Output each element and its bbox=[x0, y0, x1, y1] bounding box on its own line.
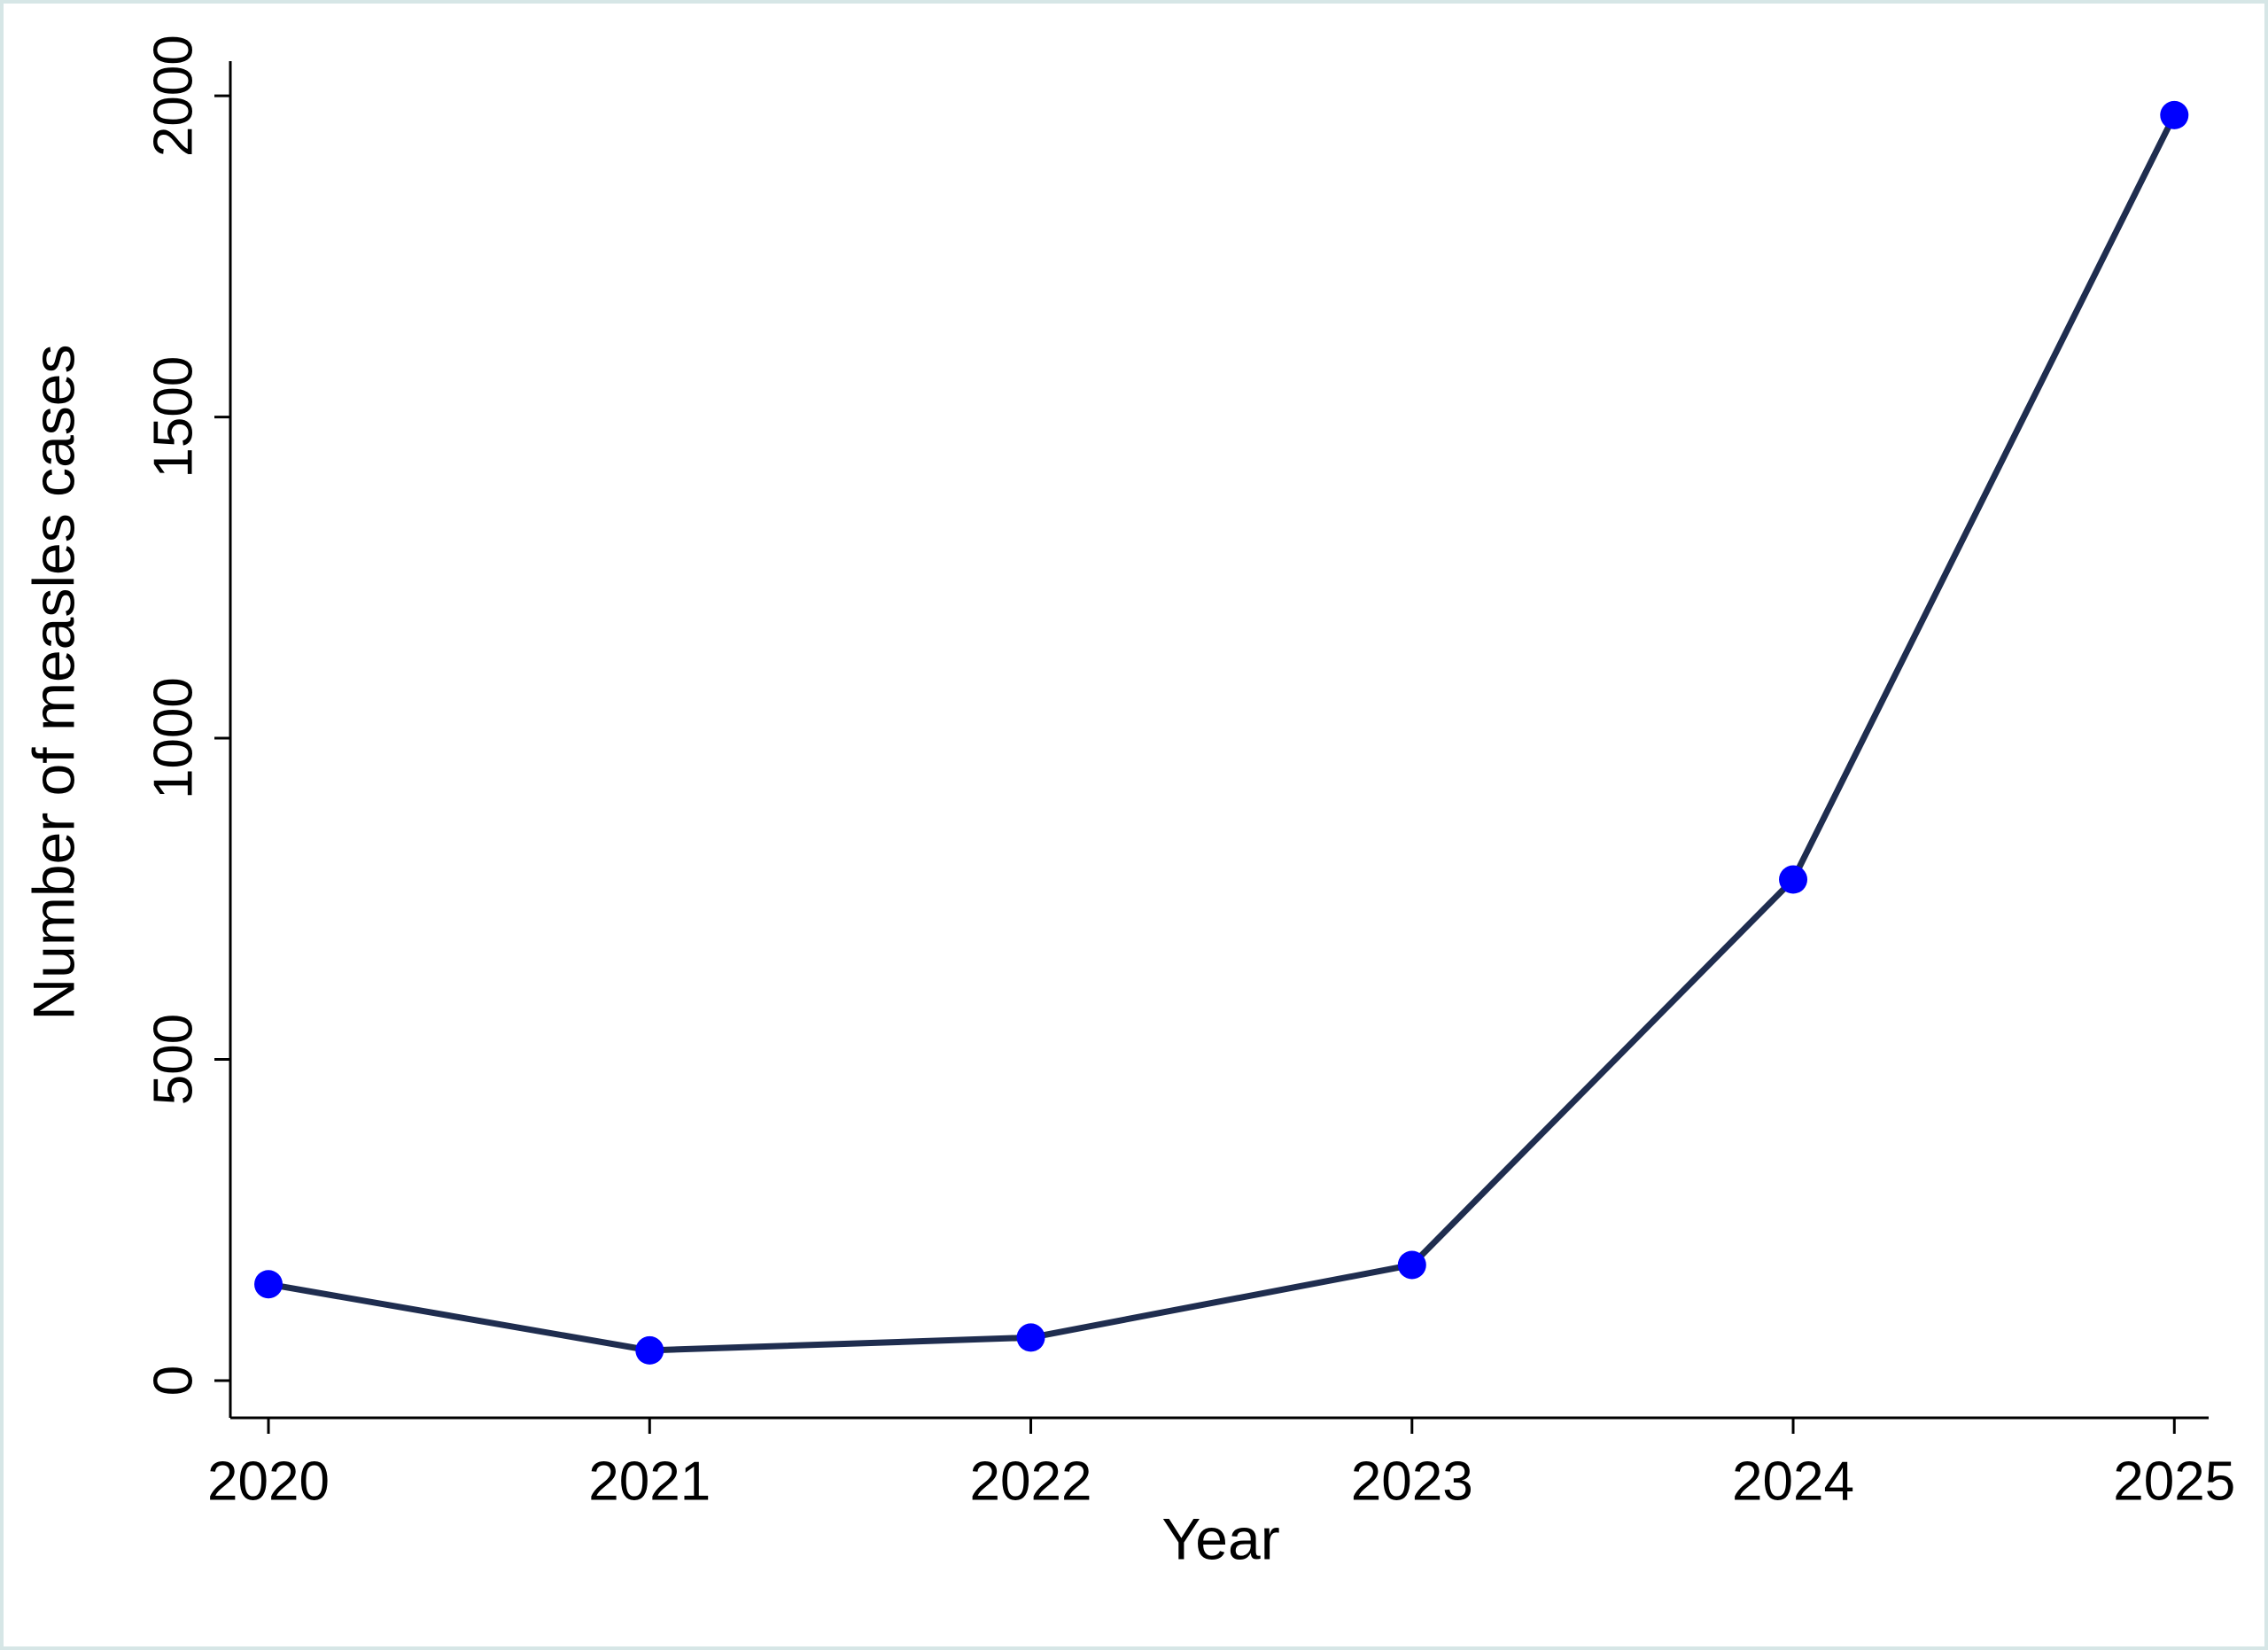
x-tick-label: 2020 bbox=[207, 1451, 330, 1512]
x-tick-label: 2024 bbox=[1732, 1451, 1854, 1512]
data-point bbox=[1397, 1250, 1426, 1280]
x-tick-label: 2025 bbox=[2113, 1451, 2235, 1512]
data-point bbox=[635, 1335, 664, 1365]
x-axis-title: Year bbox=[1161, 1506, 1279, 1571]
y-axis-title: Number of measles cases bbox=[20, 345, 86, 1021]
y-tick-label: 1500 bbox=[143, 356, 204, 479]
x-tick-label: 2021 bbox=[588, 1451, 711, 1512]
x-tick-label: 2023 bbox=[1351, 1451, 1473, 1512]
x-tick-label: 2022 bbox=[970, 1451, 1092, 1512]
y-tick-label: 1000 bbox=[143, 677, 204, 799]
y-tick-label: 2000 bbox=[143, 35, 204, 157]
data-line bbox=[268, 113, 2178, 1354]
data-point bbox=[2160, 100, 2189, 129]
y-tick-label: 500 bbox=[143, 1014, 204, 1105]
data-point bbox=[1779, 865, 1808, 894]
y-tick-label: 0 bbox=[143, 1366, 204, 1396]
data-point bbox=[254, 1270, 284, 1299]
data-point bbox=[1016, 1323, 1045, 1352]
